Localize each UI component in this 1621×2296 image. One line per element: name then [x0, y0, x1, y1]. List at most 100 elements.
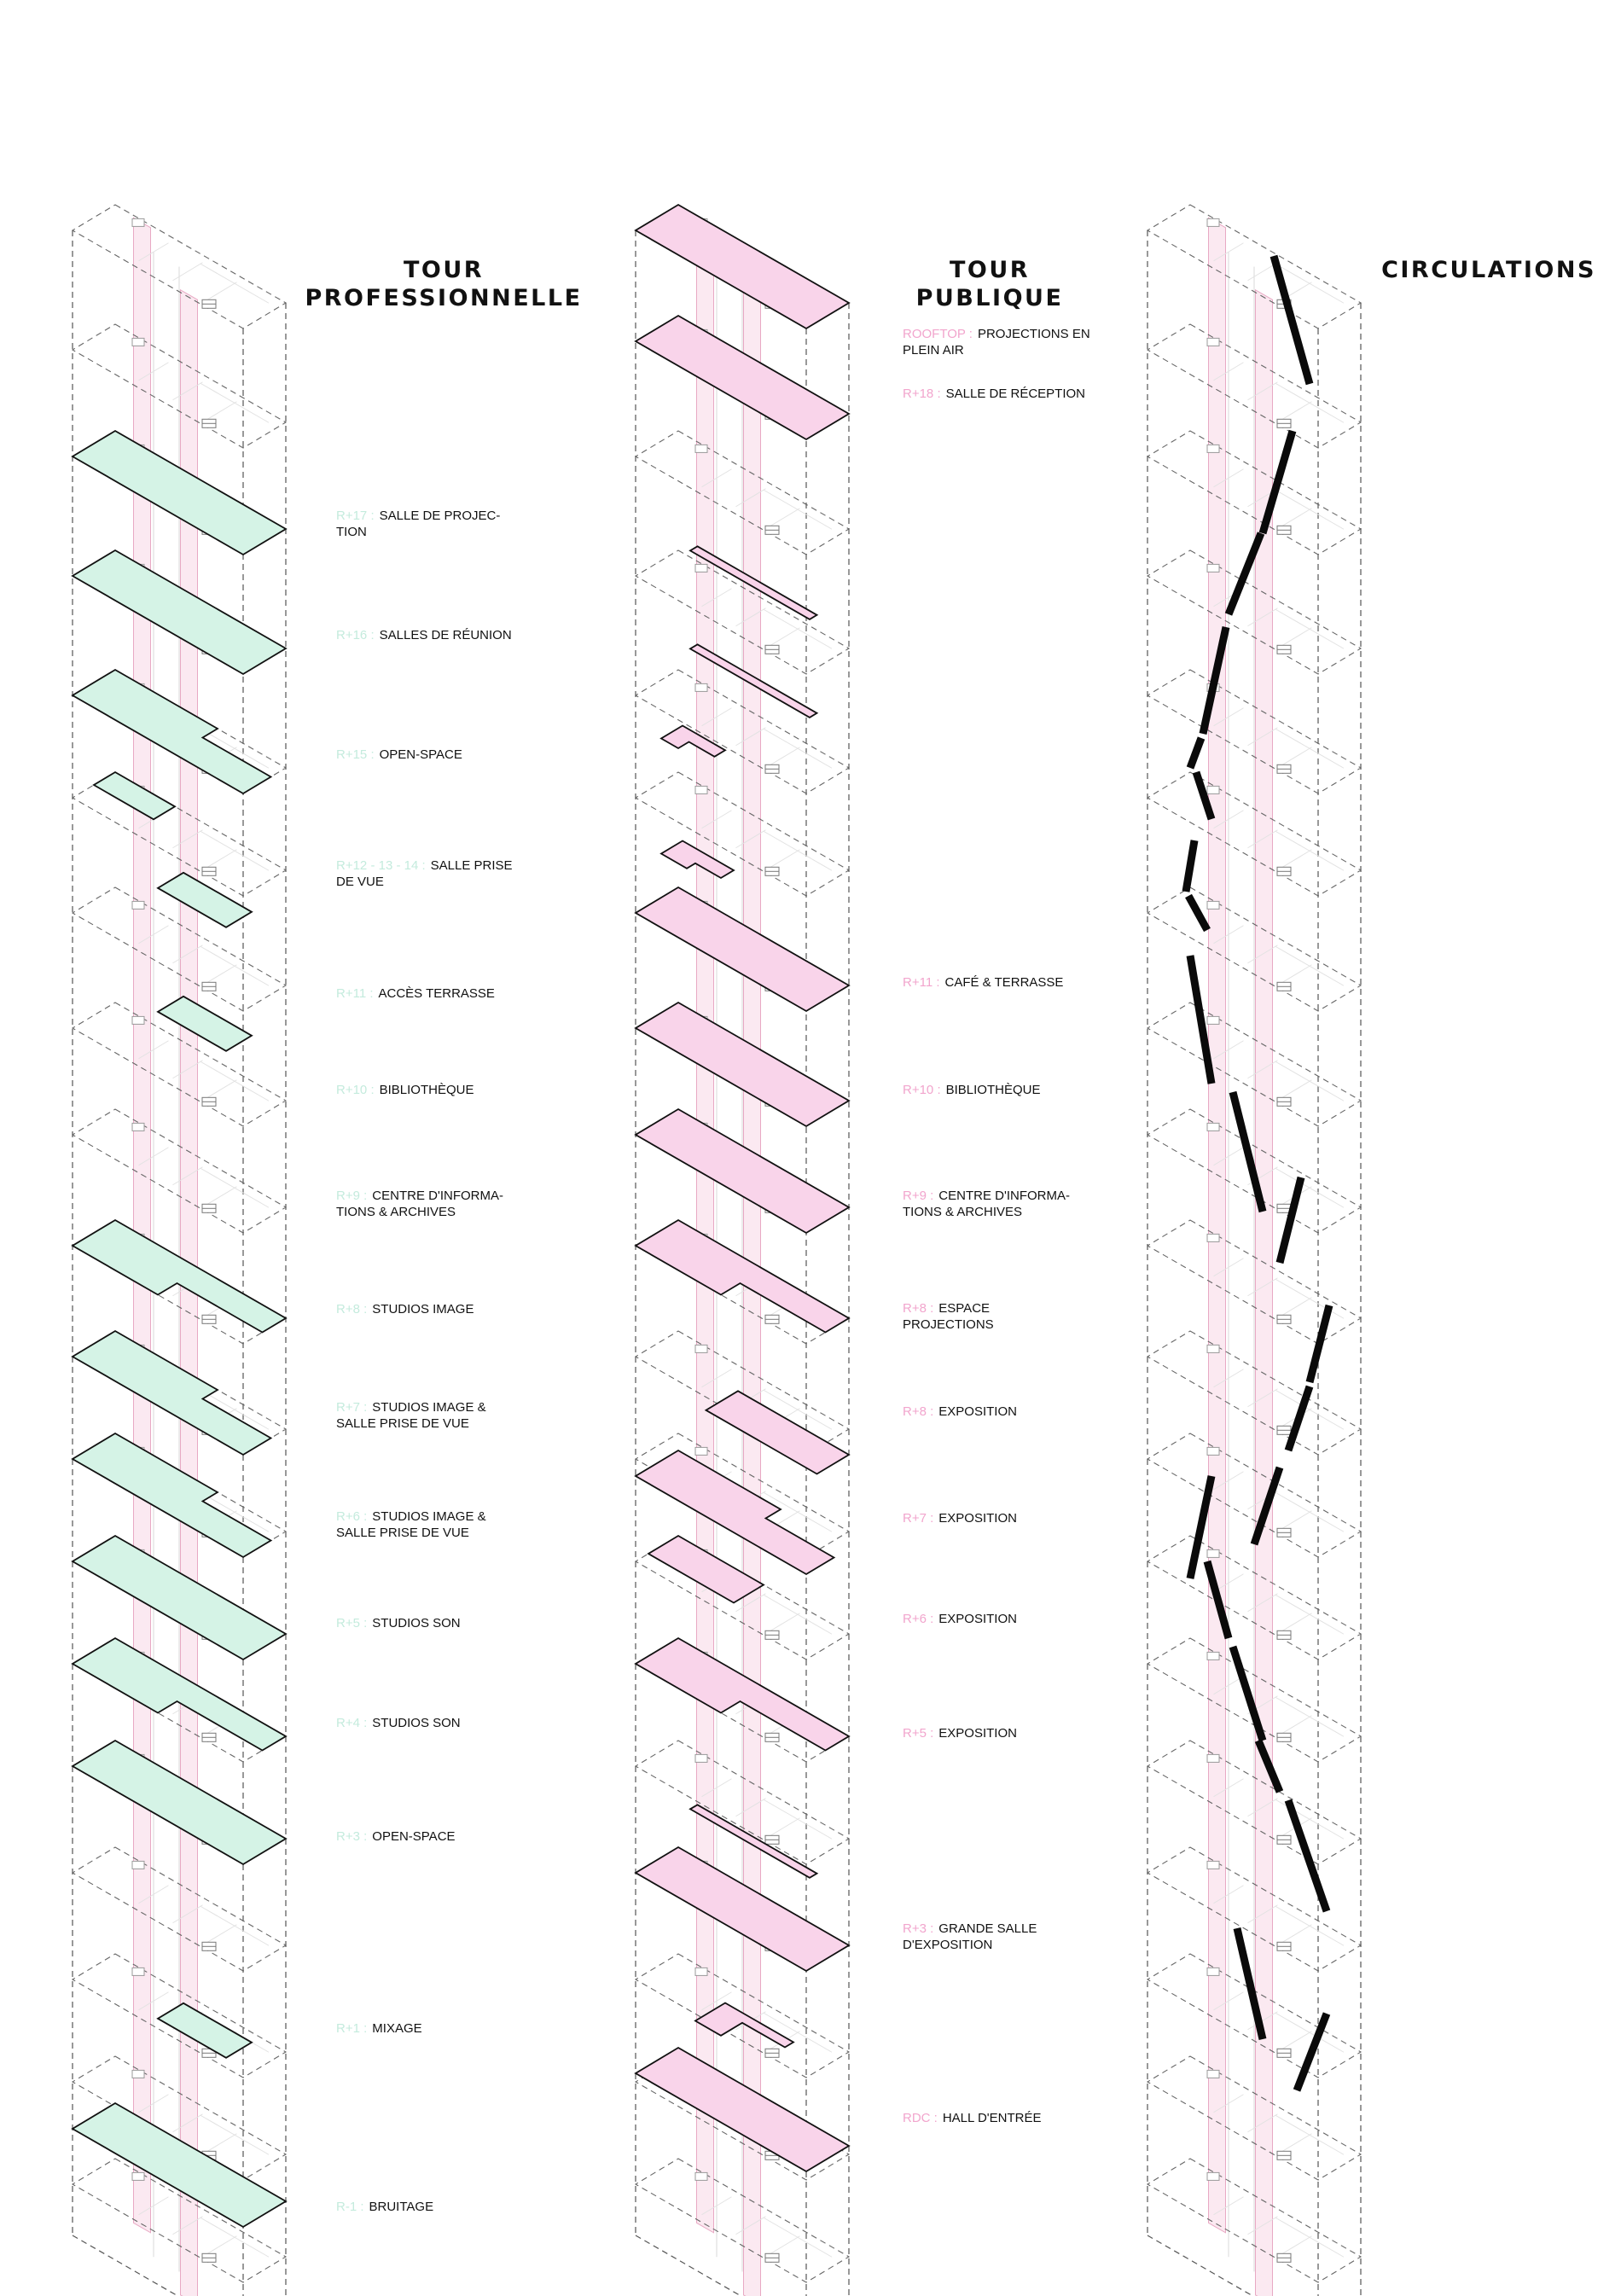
- programme-area: [156, 871, 253, 928]
- programme-area: [634, 1107, 851, 1235]
- programme-area: [71, 429, 288, 556]
- plan-line: [1247, 2216, 1278, 2235]
- plan-line: [1281, 508, 1312, 527]
- plan-line: [1281, 1715, 1312, 1735]
- plan-line: [206, 1186, 237, 1206]
- plan-line: [1275, 2114, 1345, 2155]
- floor-function: PROJECTIONS EN PLEIN AIR: [903, 327, 1090, 357]
- programme-area: [71, 1218, 288, 1334]
- floor-level: R+4 :: [336, 1716, 368, 1730]
- floor-label: R+10 : BIBLIOTHÈQUE: [336, 1082, 532, 1098]
- plan-line: [701, 2196, 732, 2216]
- plan-line: [200, 382, 270, 423]
- floor-slab: [634, 2158, 851, 2283]
- programme-area: [71, 1739, 288, 1866]
- programme-area: [688, 643, 819, 718]
- plan-line: [1281, 849, 1312, 869]
- plan-line: [138, 925, 169, 945]
- stair-symbol: [694, 1753, 708, 1763]
- plan-line: [206, 2235, 237, 2255]
- plan-line: [770, 747, 800, 766]
- floor-function: STUDIOS IMAGE & SALLE PRISE DE VUE: [336, 1509, 486, 1540]
- floor-level: R+8 :: [903, 1404, 934, 1419]
- floor-function: EXPOSITION: [938, 1511, 1017, 1526]
- floor-slab: [71, 771, 288, 897]
- floor-function: EXPOSITION: [938, 1726, 1017, 1741]
- floor-label: R+3 : GRANDE SALLE D'EXPOSITION: [903, 1921, 1116, 1953]
- plan-line: [1281, 2133, 1312, 2153]
- plan-line: [1281, 747, 1312, 766]
- programme-area: [634, 1218, 851, 1334]
- plan-line: [770, 849, 800, 869]
- floor-slab: [634, 771, 851, 897]
- plan-line: [1247, 1904, 1278, 1924]
- floor-function: BIBLIOTHÈQUE: [945, 1083, 1041, 1097]
- programme-area: [92, 770, 177, 821]
- floor-label: ROOFTOP : PROJECTIONS EN PLEIN AIR: [903, 326, 1116, 358]
- circulation-path: [1192, 770, 1216, 821]
- title-line: TOUR: [949, 257, 1031, 283]
- plan-line: [763, 1594, 833, 1635]
- floor-slab: [1146, 1846, 1362, 1972]
- stair-symbol: [1206, 1860, 1220, 1869]
- plan-line: [200, 728, 270, 769]
- programme-area: [71, 2101, 288, 2229]
- floor-function: STUDIOS IMAGE: [372, 1302, 474, 1317]
- floor-level: R+11 :: [336, 986, 374, 1001]
- plan-line: [735, 1798, 766, 1817]
- floor-function: OPEN-SPACE: [372, 1829, 456, 1844]
- circulation-path: [1254, 1739, 1284, 1793]
- stair-symbol: [131, 337, 145, 346]
- stair-symbol: [1206, 444, 1220, 453]
- floor-slab: [1146, 1433, 1362, 1558]
- plan-line: [1275, 382, 1345, 423]
- plan-line: [200, 2114, 270, 2155]
- floor-label: R+1 : MIXAGE: [336, 2020, 532, 2037]
- stair-symbol: [131, 1967, 145, 1976]
- title-tour-publique: TOUR PUBLIQUE: [887, 256, 1092, 312]
- floor-slab: [1146, 1740, 1362, 1865]
- floor-label: R+11 : CAFÉ & TERRASSE: [903, 974, 1116, 991]
- plan-line: [1247, 829, 1278, 849]
- programme-area: [156, 2002, 253, 2059]
- stair-symbol: [131, 1122, 145, 1131]
- stair-symbol: [1206, 337, 1220, 346]
- circulation-path: [1203, 1560, 1233, 1640]
- stair-symbol: [131, 1860, 145, 1869]
- floor-label: R+5 : EXPOSITION: [903, 1725, 1116, 1741]
- floor-slab: [71, 323, 288, 449]
- stair-symbol: [694, 683, 708, 692]
- plan-line: [1213, 1885, 1244, 1904]
- programme-area: [634, 1846, 851, 1973]
- plan-line: [206, 1924, 237, 1944]
- circulation-path: [1229, 1645, 1267, 1742]
- plan-line: [1213, 1778, 1244, 1798]
- plan-line: [1275, 489, 1345, 530]
- plan-line: [1275, 728, 1345, 769]
- plan-line: [763, 728, 833, 769]
- floor-slab: [71, 1108, 288, 1234]
- floor-label: R+8 : ESPACE PROJECTIONS: [903, 1300, 1116, 1333]
- plan-line: [770, 1817, 800, 1837]
- floor-slab: [71, 1002, 288, 1127]
- programme-area: [634, 203, 851, 330]
- plan-line: [200, 1167, 270, 1208]
- plan-line: [1281, 1079, 1312, 1099]
- plan-line: [763, 1389, 833, 1430]
- circulation-path: [1250, 1466, 1284, 1546]
- plan-line: [735, 1593, 766, 1613]
- plan-line: [1247, 1798, 1278, 1817]
- programme-area: [704, 1390, 851, 1475]
- floor-slab: [634, 430, 851, 555]
- plan-line: [200, 2217, 270, 2258]
- floor-slab: [634, 2055, 851, 2181]
- floor-level: R-1 :: [336, 2200, 364, 2214]
- tower-base: [72, 2235, 179, 2296]
- circulation-path: [1284, 1799, 1331, 1913]
- floor-label: R+10 : BIBLIOTHÈQUE: [903, 1082, 1116, 1098]
- programme-area: [71, 1636, 288, 1752]
- plan-line: [1281, 2235, 1312, 2255]
- plan-line: [1275, 1389, 1345, 1430]
- floor-function: ESPACE PROJECTIONS: [903, 1301, 994, 1332]
